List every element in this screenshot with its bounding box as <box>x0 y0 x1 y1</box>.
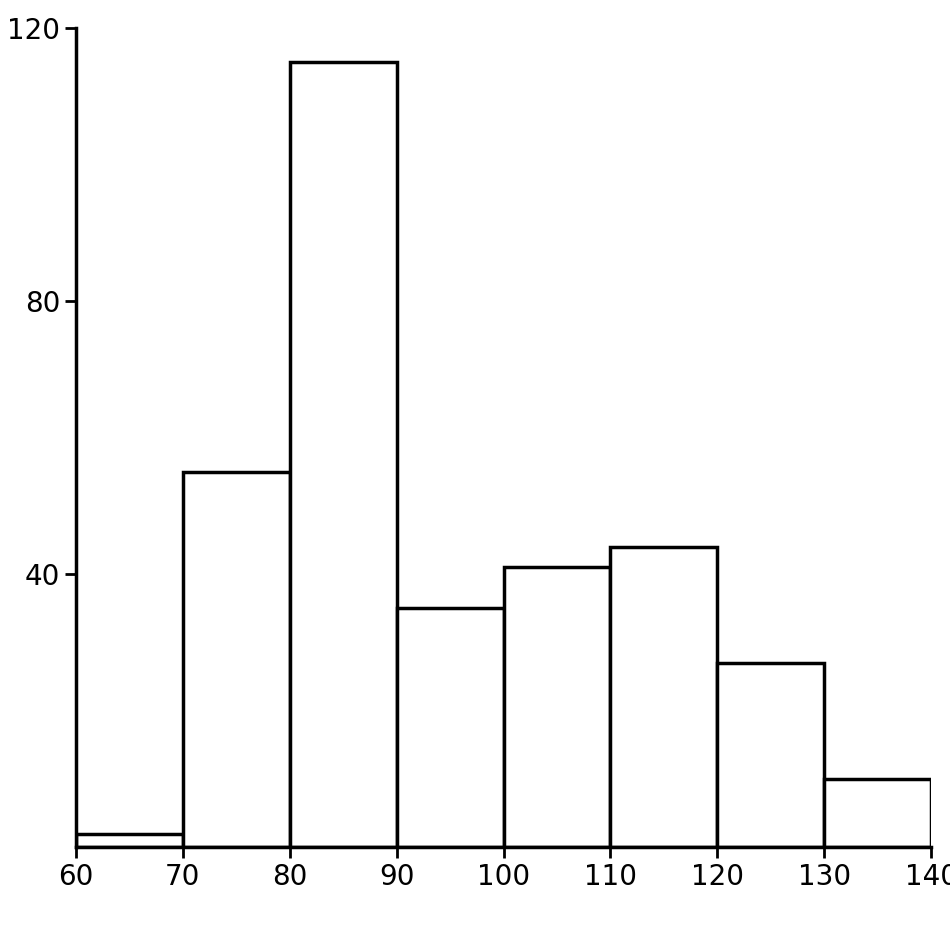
Bar <box>717 663 824 847</box>
Bar <box>290 62 397 847</box>
Bar <box>824 779 931 847</box>
Bar <box>504 567 610 847</box>
Bar <box>182 472 290 847</box>
Bar <box>610 546 717 847</box>
Bar <box>397 608 504 847</box>
Bar <box>76 833 182 847</box>
